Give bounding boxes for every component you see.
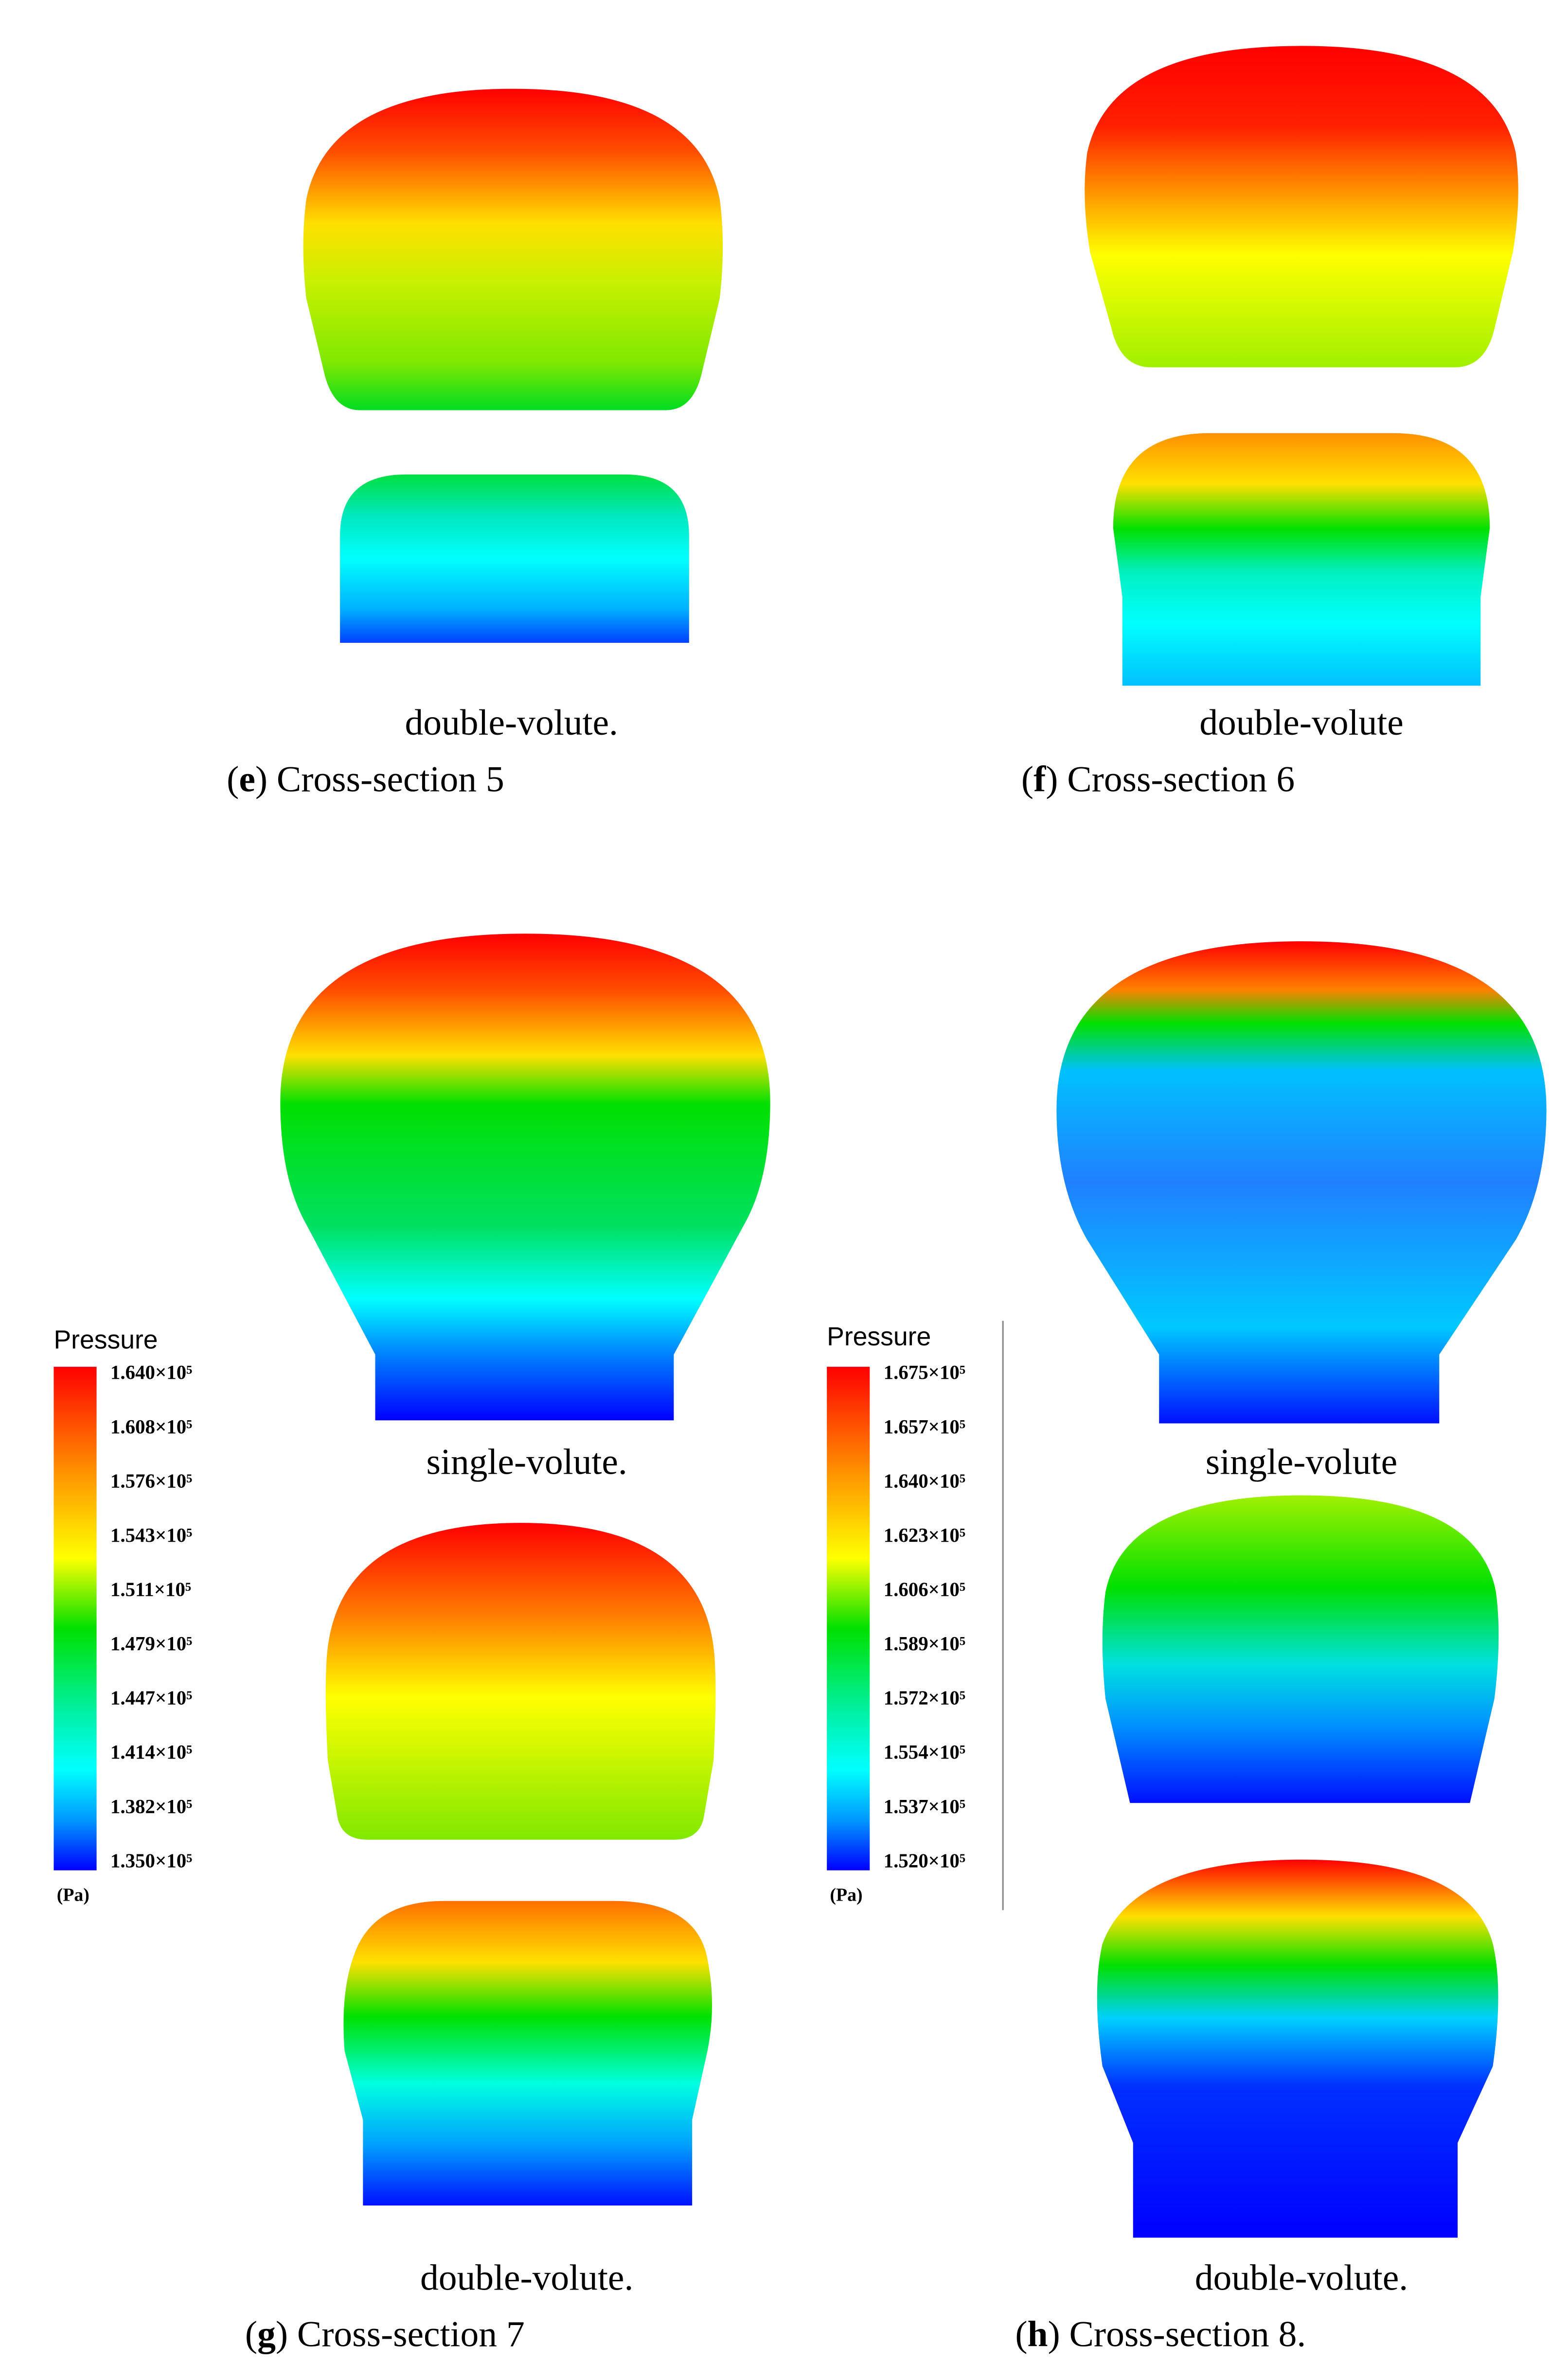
label: double-volute. bbox=[405, 703, 618, 743]
colorbar-tick-label: 1.606×10⁵ bbox=[884, 1579, 966, 1601]
colorbar bbox=[827, 1367, 870, 1870]
colorbar-tick-label: 1.640×10⁵ bbox=[884, 1470, 966, 1492]
caption-part: ( bbox=[227, 759, 239, 799]
caption-letter: h bbox=[1027, 2314, 1048, 2355]
caption-part: ) Cross-section 5 bbox=[255, 759, 504, 799]
caption-part: ( bbox=[1015, 2314, 1027, 2355]
caption-letter: g bbox=[257, 2314, 276, 2355]
contour-field bbox=[303, 88, 723, 410]
caption-part: ) Cross-section 6 bbox=[1046, 759, 1295, 799]
colorbar-unit: (Pa) bbox=[830, 1885, 862, 1905]
contour-field bbox=[343, 1901, 713, 2206]
colorbar-tick-label: 1.350×10⁵ bbox=[110, 1850, 193, 1871]
contour-field bbox=[280, 934, 770, 1421]
colorbar-tick-label: 1.608×10⁵ bbox=[110, 1416, 193, 1438]
colorbar-unit: (Pa) bbox=[57, 1885, 89, 1905]
label: double-volute. bbox=[1195, 2257, 1408, 2298]
colorbar-tick-label: 1.623×10⁵ bbox=[884, 1524, 966, 1546]
colorbar bbox=[53, 1367, 97, 1870]
contour-field bbox=[1085, 46, 1518, 368]
caption-letter: e bbox=[239, 759, 255, 799]
label: single-volute bbox=[1206, 1442, 1397, 1482]
colorbar-tick-label: 1.414×10⁵ bbox=[110, 1741, 193, 1763]
colorbar-title: Pressure bbox=[53, 1325, 158, 1354]
caption-part: ) Cross-section 8. bbox=[1048, 2314, 1306, 2355]
caption: (e) Cross-section 5 bbox=[227, 759, 504, 799]
colorbar-tick-label: 1.589×10⁵ bbox=[884, 1633, 966, 1655]
contour-field bbox=[1097, 1859, 1498, 2238]
contour-field bbox=[1056, 941, 1547, 1424]
colorbar-tick-label: 1.572×10⁵ bbox=[884, 1687, 966, 1709]
colorbar-tick-label: 1.640×10⁵ bbox=[110, 1361, 193, 1383]
colorbar-title: Pressure bbox=[827, 1322, 931, 1351]
colorbar-tick-label: 1.576×10⁵ bbox=[110, 1470, 193, 1492]
colorbar-tick-label: 1.511×10⁵ bbox=[110, 1579, 191, 1601]
caption-part: ( bbox=[1021, 759, 1033, 799]
colorbar-tick-label: 1.657×10⁵ bbox=[884, 1416, 966, 1438]
caption: (h) Cross-section 8. bbox=[1015, 2314, 1306, 2355]
colorbar-tick-label: 1.554×10⁵ bbox=[884, 1741, 966, 1763]
colorbar-tick-label: 1.447×10⁵ bbox=[110, 1687, 193, 1709]
contour-field bbox=[340, 474, 689, 643]
caption-part: ( bbox=[245, 2314, 257, 2355]
colorbar-tick-label: 1.543×10⁵ bbox=[110, 1524, 193, 1546]
label: single-volute. bbox=[427, 1442, 627, 1482]
label: double-volute. bbox=[420, 2257, 633, 2298]
contour-field bbox=[1113, 433, 1490, 686]
colorbar-tick-label: 1.520×10⁵ bbox=[884, 1850, 966, 1871]
caption: (f) Cross-section 6 bbox=[1021, 759, 1295, 799]
caption-part: ) Cross-section 7 bbox=[276, 2314, 525, 2355]
colorbar-tick-label: 1.537×10⁵ bbox=[884, 1796, 966, 1817]
contour-field bbox=[325, 1523, 716, 1840]
colorbar-tick-label: 1.675×10⁵ bbox=[884, 1361, 966, 1383]
label: double-volute bbox=[1199, 703, 1404, 743]
caption: (g) Cross-section 7 bbox=[245, 2314, 525, 2355]
colorbar-tick-label: 1.479×10⁵ bbox=[110, 1633, 193, 1655]
colorbar-tick-label: 1.382×10⁵ bbox=[110, 1796, 193, 1817]
caption-letter: f bbox=[1033, 759, 1046, 799]
contour-field bbox=[1102, 1495, 1499, 1803]
